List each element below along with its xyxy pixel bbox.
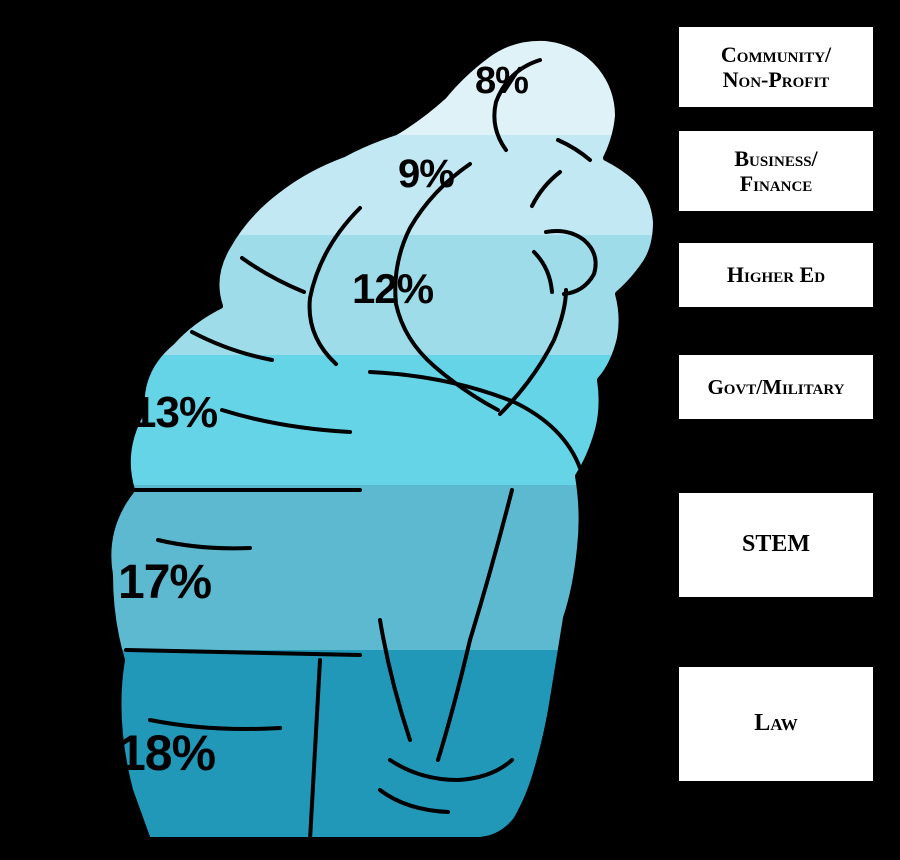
category-text: Community/ — [721, 42, 831, 67]
category-text: Non-Profit — [723, 67, 830, 92]
percent-label-5: 18% — [118, 724, 215, 782]
category-box-0: Community/ Non-Profit — [676, 24, 876, 110]
category-text: Higher Ed — [727, 262, 825, 287]
category-box-1: Business/ Finance — [676, 128, 876, 214]
category-text: Finance — [740, 171, 813, 196]
category-box-3: Govt/Military — [676, 352, 876, 422]
percent-label-4: 17% — [118, 555, 211, 610]
category-text: Govt/Military — [707, 375, 844, 399]
percent-label-1: 9% — [398, 152, 454, 197]
percent-label-0: 8% — [475, 60, 528, 103]
infographic-stage: 8% 9% 12% 13% 17% 18% Community/ Non-Pro… — [0, 0, 900, 860]
percent-label-3: 13% — [132, 388, 217, 438]
category-text: Business/ — [734, 146, 817, 171]
percent-label-2: 12% — [352, 265, 433, 313]
category-text: Law — [754, 710, 797, 738]
band-1 — [60, 135, 660, 237]
band-0 — [60, 40, 660, 137]
category-text: STEM — [742, 531, 810, 559]
category-box-5: Law — [676, 664, 876, 784]
category-box-4: STEM — [676, 490, 876, 600]
category-box-2: Higher Ed — [676, 240, 876, 310]
